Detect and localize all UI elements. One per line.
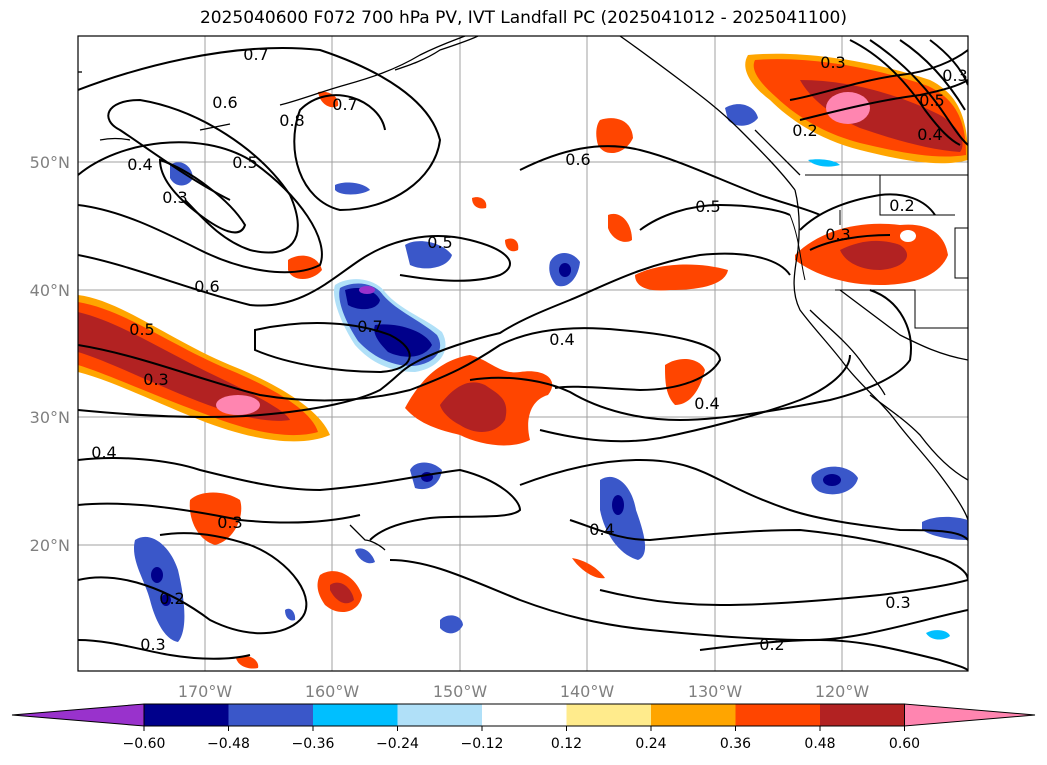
lon-label-160w: 160°W: [305, 682, 360, 701]
contour-label: 0.5: [129, 320, 154, 339]
contour-label: 0.5: [427, 233, 452, 252]
contour-label: 0.4: [549, 330, 574, 349]
contour-label: 0.6: [212, 93, 237, 112]
colorbar-tick-label: −0.36: [292, 736, 335, 752]
contour-label: 0.5: [695, 197, 720, 216]
contour-label: 0.2: [759, 635, 784, 654]
contour-label: 0.5: [232, 153, 257, 172]
colorbar-tick-label: −0.60: [123, 736, 166, 752]
colorbar-segment: [651, 704, 736, 726]
contour-label: 0.4: [127, 155, 152, 174]
contour-label: 0.4: [694, 394, 719, 413]
coastlines: [78, 36, 968, 551]
contour-label: 0.3: [825, 225, 850, 244]
lat-label-20n: 20°N: [30, 536, 70, 555]
contour-label: 0.4: [91, 443, 116, 462]
colorbar-segment: [397, 704, 482, 726]
colorbar-tick-label: −0.48: [207, 736, 250, 752]
colorbar-tick-label: 0.12: [551, 736, 582, 752]
lon-label-130w: 130°W: [688, 682, 743, 701]
contour-label: 0.2: [792, 121, 817, 140]
colorbar-tick-label: 0.60: [889, 736, 920, 752]
colorbar-segment: [566, 704, 651, 726]
colorbar-tick-label: 0.36: [720, 736, 751, 752]
negative-pv-shading: [133, 104, 968, 642]
colorbar-extend-min: [11, 703, 145, 727]
colorbar-segment: [144, 704, 229, 726]
contour-label: 0.3: [820, 53, 845, 72]
contour-label: 0.3: [143, 370, 168, 389]
colorbar-tick-label: −0.24: [376, 736, 419, 752]
contour-label: 0.4: [917, 125, 942, 144]
lon-label-150w: 150°W: [433, 682, 488, 701]
colorbar-segment: [820, 704, 905, 726]
contour-label: 0.3: [140, 635, 165, 654]
colorbar-tick-label: 0.48: [804, 736, 835, 752]
lat-label-50n: 50°N: [30, 153, 70, 172]
contour-label: 0.6: [565, 150, 590, 169]
contour-label: 0.7: [357, 317, 382, 336]
lat-label-30n: 30°N: [30, 408, 70, 427]
map-title: 2025040600 F072 700 hPa PV, IVT Landfall…: [199, 8, 847, 28]
colorbar-segment: [735, 704, 820, 726]
colorbar-extend-max: [904, 703, 1036, 727]
contour-label: 0.4: [589, 520, 614, 539]
contour-label: 0.2: [159, 589, 184, 608]
colorbar-tick-label: −0.12: [461, 736, 504, 752]
colorbar-outline: [143, 703, 905, 727]
contour-label: 0.7: [332, 95, 357, 114]
contour-labels: 0.7 0.6 0.8 0.7 0.5 0.4 0.3 0.6 0.5 0.6 …: [91, 45, 967, 654]
contour-label: 0.5: [919, 91, 944, 110]
map-frame: [77, 35, 969, 672]
contour-label: 0.7: [243, 45, 268, 64]
contour-label: 0.6: [194, 277, 219, 296]
contour-label: 0.3: [885, 593, 910, 612]
contour-label: 0.3: [217, 513, 242, 532]
colorbar: −0.60 −0.48 −0.36 −0.24 −0.12 0.12 0.24 0.36 0.4…: [11, 703, 1036, 752]
political-borders: [789, 174, 968, 329]
contour-label: 0.3: [162, 188, 187, 207]
contour-label: 0.8: [279, 111, 304, 130]
map-plot-area: 0.7 0.6 0.8 0.7 0.5 0.4 0.3 0.6 0.5 0.6 …: [78, 36, 968, 671]
longitude-labels: 170°W 160°W 150°W 140°W 130°W 120°W: [178, 682, 870, 701]
colorbar-segment: [228, 704, 313, 726]
positive-pv-shading: [78, 53, 968, 669]
colorbar-segment: [482, 704, 567, 726]
lon-label-170w: 170°W: [178, 682, 233, 701]
contour-label: 0.2: [889, 196, 914, 215]
colorbar-tick-label: 0.24: [635, 736, 666, 752]
latitude-labels: 50°N 40°N 30°N 20°N: [30, 153, 70, 555]
pv-contours: [78, 39, 968, 671]
colorbar-segment: [313, 704, 398, 726]
lon-label-120w: 120°W: [815, 682, 870, 701]
lat-label-40n: 40°N: [30, 281, 70, 300]
contour-label: 0.3: [942, 66, 967, 85]
lon-label-140w: 140°W: [560, 682, 615, 701]
